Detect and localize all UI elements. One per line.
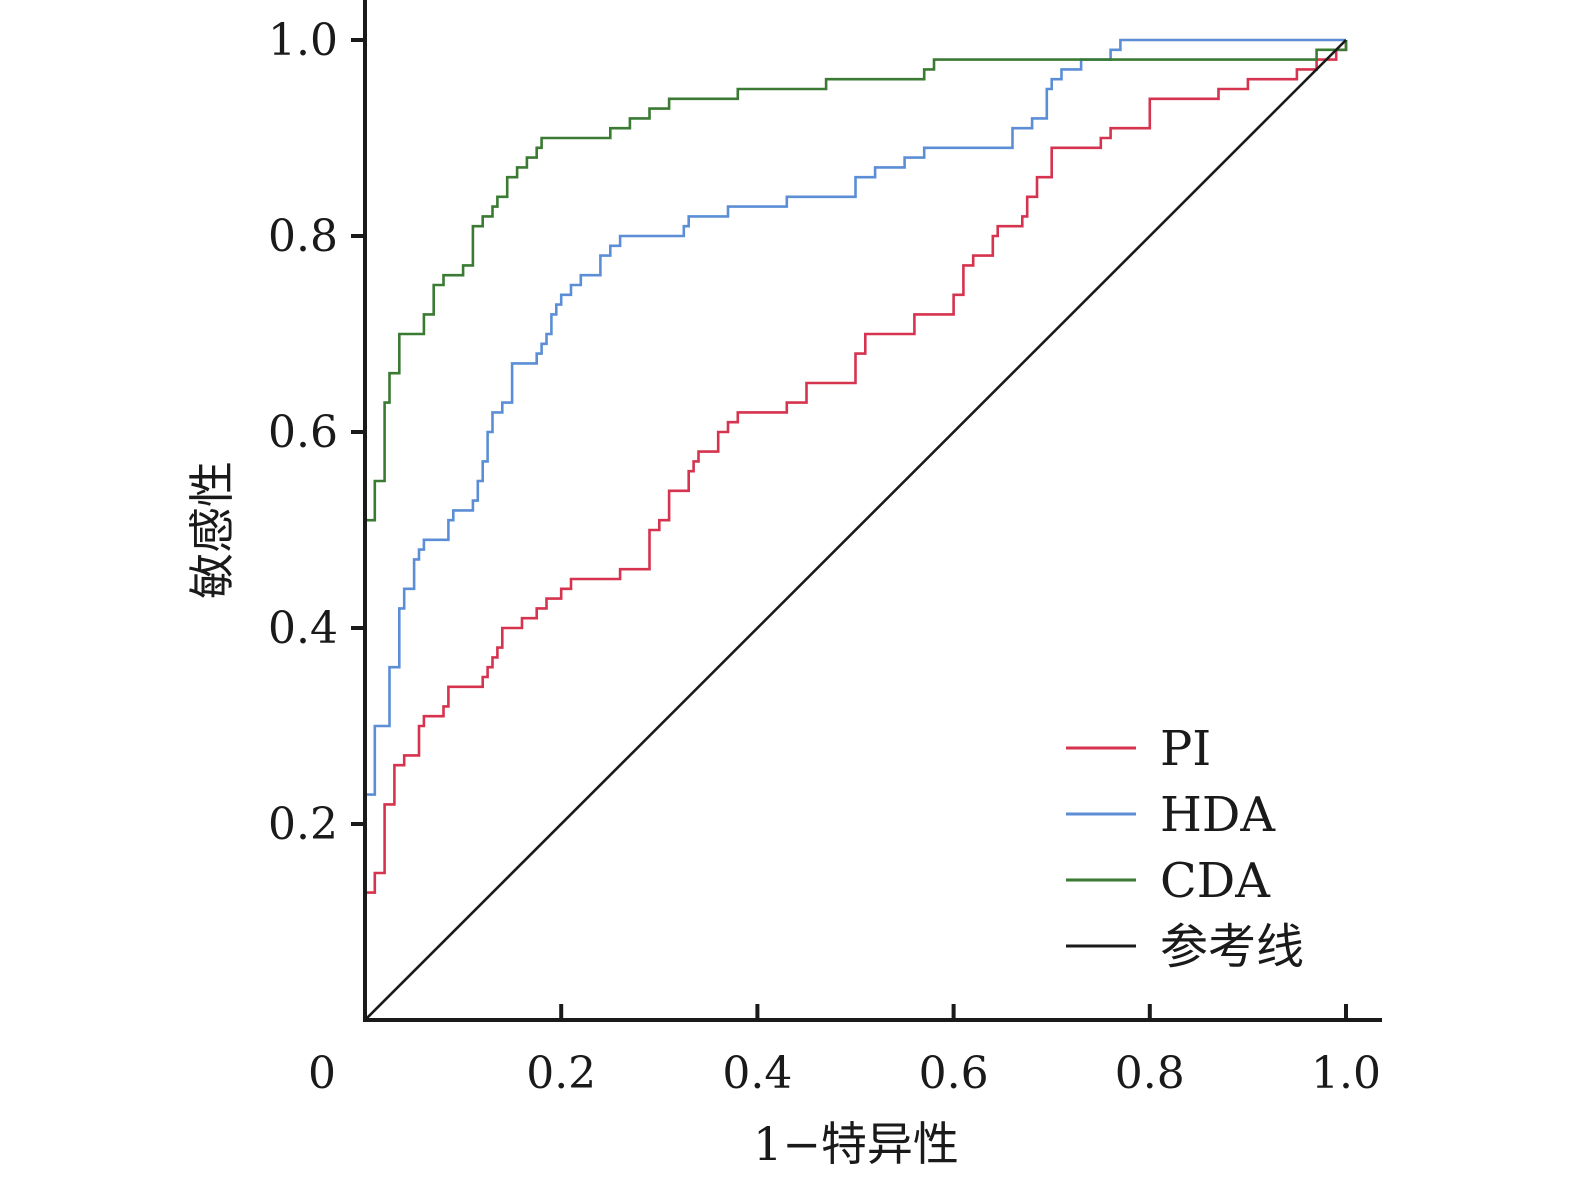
y-tick-label: 0.6 (268, 407, 338, 458)
y-tick-label: 0.2 (268, 799, 338, 850)
legend-label-hda: HDA (1160, 787, 1276, 843)
x-tick-label: 0.4 (722, 1048, 792, 1099)
x-tick-label: 0.2 (526, 1048, 596, 1099)
x-axis-title: 1−特异性 (753, 1117, 959, 1171)
series-line-hda (363, 38, 1346, 1020)
y-tick-label: 1.0 (268, 15, 338, 66)
legend: PI HDA CDA 参考线 (1066, 721, 1304, 975)
legend-label-cda: CDA (1160, 853, 1271, 909)
x-tick-label: 0.6 (919, 1048, 989, 1099)
axes: 0 0.2 0.4 0.6 0.8 1.0 0.2 0.4 0.6 0.8 1.0 (268, 0, 1382, 1099)
y-tick-label: 0.8 (268, 211, 338, 262)
series-line-pi (363, 40, 1348, 1020)
y-axis-title: 敏感性 (185, 461, 239, 599)
series-line-参考线 (364, 39, 1347, 1021)
x-tick-label: 0 (308, 1048, 336, 1099)
legend-label-参考线: 参考线 (1160, 919, 1304, 975)
x-ticks: 0 0.2 0.4 0.6 0.8 1.0 (308, 1004, 1381, 1099)
series-line-cda (363, 40, 1348, 1020)
x-tick-label: 0.8 (1115, 1048, 1185, 1099)
y-tick-label: 0.4 (268, 603, 338, 654)
series-layer (363, 38, 1348, 1021)
y-ticks: 0.2 0.4 0.6 0.8 1.0 (268, 15, 365, 850)
legend-label-pi: PI (1160, 721, 1211, 777)
x-tick-label: 1.0 (1311, 1048, 1381, 1099)
